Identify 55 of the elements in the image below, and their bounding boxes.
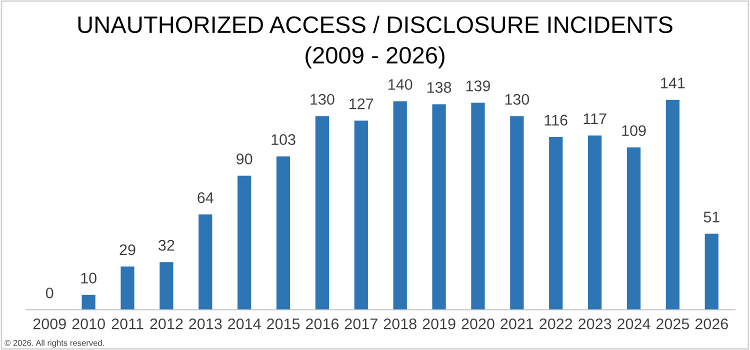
x-tick-label: 2016 xyxy=(306,318,339,330)
x-tick-label: 2009 xyxy=(33,318,66,330)
data-label: 127 xyxy=(350,98,374,110)
data-label: 117 xyxy=(584,113,606,124)
bar xyxy=(120,266,134,310)
x-tick-label: 2011 xyxy=(112,318,144,330)
data-label: 109 xyxy=(622,125,646,136)
chart-title: UNAUTHORIZED ACCESS / DISCLOSURE INCIDENTS (2009 - 2026) xyxy=(78,16,672,68)
bar xyxy=(510,116,524,310)
x-tick-label: 2023 xyxy=(578,318,612,330)
x-tick-label: 2022 xyxy=(540,318,572,330)
bar xyxy=(160,262,174,310)
data-label: 64 xyxy=(198,192,214,204)
x-tick-label: 2019 xyxy=(422,318,456,330)
x-tick-label: 2021 xyxy=(500,318,534,330)
x-tick-label: 2020 xyxy=(462,318,494,330)
x-tick-label: 2025 xyxy=(656,318,690,330)
data-label: 0 xyxy=(46,288,54,298)
x-tick-label: 2026 xyxy=(695,318,728,330)
bar xyxy=(588,135,602,310)
data-label: 116 xyxy=(544,114,568,126)
bar xyxy=(704,234,718,310)
data-label: 141 xyxy=(661,78,685,88)
data-label: 139 xyxy=(466,80,490,92)
bar xyxy=(626,147,641,310)
x-tick-label: 2012 xyxy=(150,318,183,330)
x-tick-label: 2024 xyxy=(618,318,650,330)
x-tick-label: 2018 xyxy=(384,318,416,330)
bar xyxy=(238,176,252,310)
bar xyxy=(198,214,212,310)
data-label: 51 xyxy=(704,212,720,222)
data-label: 103 xyxy=(272,134,296,145)
data-label: 32 xyxy=(158,240,174,251)
bar xyxy=(276,156,290,310)
data-label: 29 xyxy=(120,244,136,256)
bar xyxy=(315,116,330,310)
bar xyxy=(549,136,563,310)
x-tick-label: 2013 xyxy=(189,318,222,330)
bar xyxy=(82,294,96,310)
data-label: 140 xyxy=(388,79,412,90)
x-tick-label: 2015 xyxy=(267,318,300,330)
x-tick-label: 2017 xyxy=(344,318,378,330)
bar xyxy=(393,101,407,310)
data-label: 130 xyxy=(505,94,530,105)
data-label: 90 xyxy=(236,154,252,164)
text: © 2026. All rights reserved. xyxy=(4,340,104,348)
data-label: 130 xyxy=(310,94,334,105)
bar xyxy=(432,104,446,310)
bar xyxy=(666,100,680,310)
x-tick-label: 2010 xyxy=(72,318,105,330)
x-tick-label: 2014 xyxy=(228,318,261,330)
bar xyxy=(354,120,368,310)
data-label: 138 xyxy=(427,82,452,93)
data-label: 10 xyxy=(81,272,96,284)
bar xyxy=(471,102,485,310)
